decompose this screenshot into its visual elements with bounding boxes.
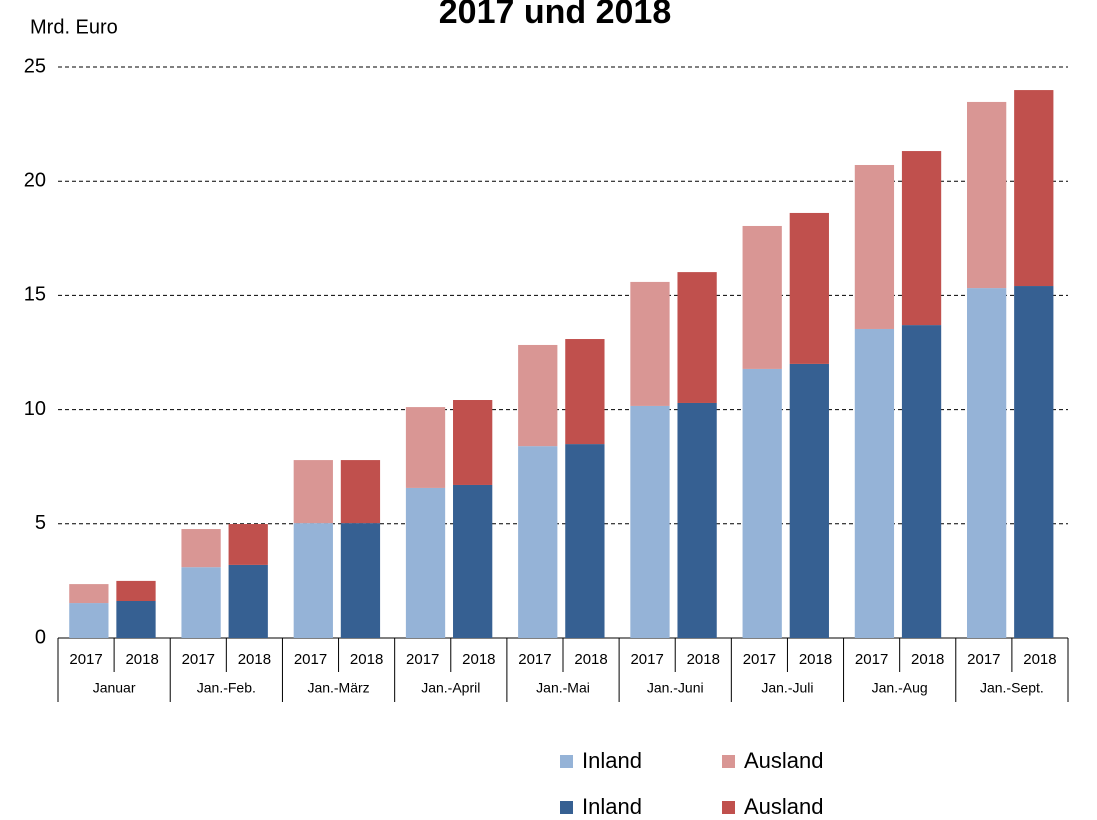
x-subtick-label: 2017	[69, 651, 102, 668]
x-subtick-label: 2017	[518, 651, 551, 668]
bar-segment	[789, 212, 829, 364]
x-tick-label: Jan.-April	[421, 680, 480, 696]
legend-label: Inland	[582, 794, 642, 819]
y-tick-label: 15	[24, 284, 46, 306]
bar-segment	[228, 524, 268, 565]
legend-swatch	[560, 755, 573, 768]
bar-segment	[340, 460, 381, 524]
bar-segment	[1014, 286, 1054, 638]
x-subtick-label: 2017	[967, 651, 1000, 668]
bar-segment	[789, 363, 829, 638]
bar-segment	[453, 400, 493, 485]
bar-segment	[518, 446, 558, 638]
x-tick-label: Jan.-Aug	[872, 680, 928, 696]
x-subtick-label: 2018	[687, 651, 720, 668]
bar-segment	[181, 529, 221, 568]
bar-segment	[1014, 90, 1054, 287]
bar-segment	[228, 564, 268, 638]
x-subtick-label: 2017	[406, 651, 439, 668]
legend-swatch	[560, 801, 573, 814]
x-subtick-label: 2017	[294, 651, 327, 668]
bar-segment	[181, 567, 221, 638]
x-subtick-label: 2017	[630, 651, 663, 668]
bar-segment	[116, 600, 156, 638]
x-subtick-label: 2018	[911, 651, 944, 668]
chart-title: 2017 und 2018	[439, 0, 671, 31]
x-tick-label: Jan.-Juli	[761, 680, 813, 696]
bar-segment	[405, 407, 446, 488]
bar-segment	[293, 460, 333, 524]
bar-segment	[69, 584, 109, 604]
bar-segment	[453, 484, 493, 638]
x-subtick-label: 2018	[125, 651, 158, 668]
x-subtick-label: 2018	[574, 651, 607, 668]
bar-segment	[967, 288, 1007, 638]
bar-segment	[518, 344, 558, 447]
bar-segment	[677, 272, 717, 403]
bar-segment	[565, 444, 605, 638]
y-axis-label: Mrd. Euro	[30, 16, 118, 38]
x-tick-label: Jan.-Sept.	[980, 680, 1044, 696]
y-tick-label: 20	[24, 169, 46, 191]
bar-segment	[630, 405, 670, 638]
x-tick-label: Januar	[93, 680, 136, 696]
x-subtick-label: 2017	[855, 651, 888, 668]
x-tick-label: Jan.-März	[307, 680, 369, 696]
y-tick-label: 5	[35, 512, 46, 534]
bar-segment	[854, 164, 895, 329]
bar-segment	[405, 487, 446, 638]
bar-segment	[742, 225, 782, 369]
bar-segment	[69, 603, 109, 638]
x-tick-label: Jan.-Juni	[647, 680, 704, 696]
bar-segment	[742, 368, 782, 638]
legend-label: Ausland	[744, 794, 824, 819]
legend-label: Ausland	[744, 748, 824, 773]
x-tick-label: Jan.-Mai	[536, 680, 590, 696]
x-subtick-label: 2018	[462, 651, 495, 668]
x-subtick-label: 2018	[238, 651, 271, 668]
y-tick-label: 25	[24, 55, 46, 77]
bar-segment	[677, 402, 717, 638]
x-subtick-label: 2018	[1023, 651, 1056, 668]
x-subtick-label: 2018	[799, 651, 832, 668]
bar-segment	[293, 523, 333, 638]
x-subtick-label: 2017	[182, 651, 215, 668]
y-tick-label: 10	[24, 398, 46, 420]
legend-swatch	[722, 755, 735, 768]
bar-segment	[854, 328, 895, 638]
bar-segment	[116, 580, 156, 601]
bar-segment	[967, 101, 1007, 289]
x-subtick-label: 2018	[350, 651, 383, 668]
bar-segment	[565, 339, 605, 445]
bar-segment	[901, 325, 942, 638]
bar-segment	[630, 281, 670, 406]
legend-label: Inland	[582, 748, 642, 773]
bar-segment	[901, 151, 942, 326]
x-subtick-label: 2017	[743, 651, 776, 668]
bar-segment	[340, 523, 381, 638]
y-tick-label: 0	[35, 626, 46, 648]
legend-swatch	[722, 801, 735, 814]
x-tick-label: Jan.-Feb.	[197, 680, 256, 696]
